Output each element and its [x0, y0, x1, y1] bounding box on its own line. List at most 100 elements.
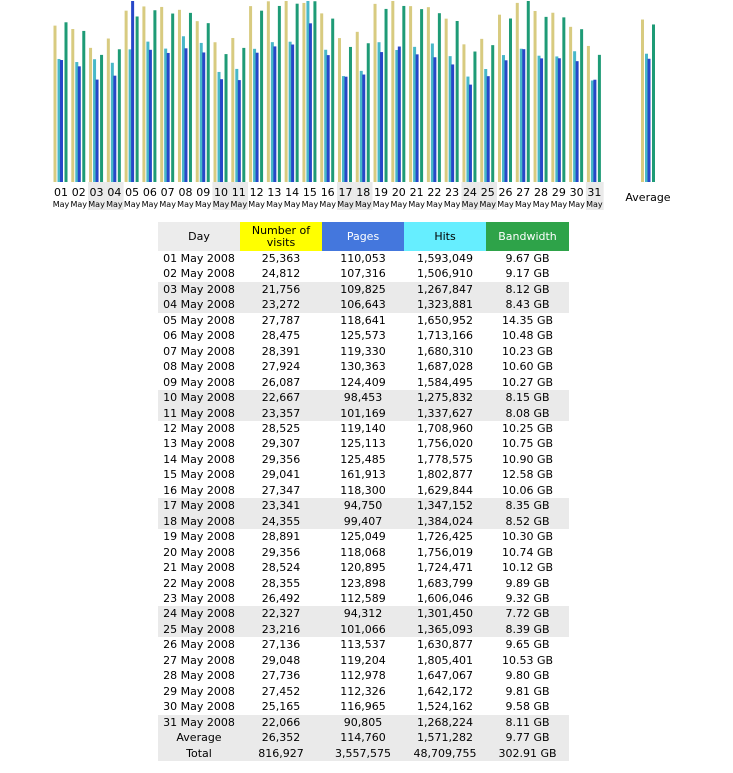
x-tick-sublabel: May — [533, 200, 550, 209]
day-cell: 21 May 2008 — [163, 561, 235, 575]
x-tick-label: 25 — [481, 186, 495, 199]
bandwidth-bar — [220, 79, 224, 182]
bandwidth-bar — [415, 54, 419, 183]
table-row: 03 May 2008 21,756 109,825 1,267,847 8.12 GB — [158, 281, 569, 298]
hits-cell: 1,337,627 — [404, 405, 486, 421]
pages-cell: 119,204 — [340, 653, 386, 667]
visits-bar — [177, 9, 181, 182]
pages-cell: 130,363 — [340, 360, 386, 374]
visits-cell: 28,475 — [261, 329, 301, 343]
table-row: 14 May 2008 29,356 125,485 1,778,575 10.90 G… — [158, 452, 569, 467]
hits-cell: 1,756,019 — [417, 545, 473, 559]
hits-cell: 1,629,844 — [417, 483, 473, 497]
table-row: 29 May 2008 27,452 112,326 1,642,172 9.81 GB — [158, 684, 569, 699]
visits-cell: 24,355 — [240, 513, 322, 530]
visits-bar — [266, 1, 270, 182]
visits-bar — [124, 10, 128, 183]
x-tick-label: 23 — [445, 186, 459, 199]
hits-bar — [437, 13, 441, 182]
visits-cell: 21,756 — [240, 281, 322, 298]
hits-cell: 1,365,093 — [404, 621, 486, 638]
pages-cell: 125,113 — [340, 437, 386, 451]
bandwidth-bar — [647, 58, 651, 182]
pages-cell: 112,978 — [340, 669, 386, 683]
visits-bar — [195, 21, 199, 183]
bandwidth-bar — [291, 44, 295, 182]
visits-bar — [231, 37, 235, 182]
hits-cell: 1,584,495 — [417, 375, 473, 389]
visits-cell: 29,041 — [261, 468, 301, 482]
x-tick-label: 19 — [374, 186, 388, 199]
bandwidth-bar — [380, 52, 384, 183]
hits-bar — [224, 54, 228, 183]
pages-cell: 124,409 — [340, 375, 386, 389]
hits-cell: 1,805,401 — [417, 653, 473, 667]
day-cell: 31 May 2008 — [158, 714, 240, 731]
pages-bar — [146, 41, 150, 182]
weekend-shade — [479, 182, 497, 210]
pages-bar — [341, 76, 345, 182]
day-cell: 20 May 2008 — [163, 545, 235, 559]
hits-bar — [260, 10, 264, 182]
hits-bar — [331, 18, 335, 183]
bandwidth-cell: 10.48 GB — [501, 329, 554, 343]
visits-bar — [89, 47, 93, 182]
x-tick-label: 13 — [267, 186, 281, 199]
bandwidth-bar — [237, 80, 241, 182]
pages-cell: 125,573 — [340, 329, 386, 343]
bandwidth-bar — [522, 49, 526, 182]
bandwidth-cell: 9.81 GB — [505, 684, 550, 698]
pages-bar — [466, 76, 470, 182]
bandwidth-bar — [468, 84, 472, 182]
bandwidth-cell: 10.53 GB — [501, 653, 554, 667]
x-tick-sublabel: May — [479, 200, 496, 209]
pages-bar — [537, 55, 541, 182]
x-tick-sublabel: May — [355, 200, 372, 209]
visits-bar — [498, 14, 501, 182]
day-cell: 14 May 2008 — [163, 452, 235, 466]
bandwidth-bar — [148, 49, 152, 183]
day-cell: 12 May 2008 — [163, 421, 235, 435]
x-tick-sublabel: May — [586, 200, 603, 209]
visits-bar — [53, 25, 57, 183]
bandwidth-cell: 9.67 GB — [505, 252, 550, 265]
x-tick-label: 03 — [90, 186, 104, 199]
visits-cell: 27,787 — [261, 313, 301, 327]
weekend-shade — [230, 182, 249, 210]
table-row: 31 May 2008 22,066 90,805 1,268,224 8.11 GB — [158, 714, 569, 731]
table-row: 05 May 2008 27,787 118,641 1,650,952 14.35 G… — [158, 313, 569, 328]
table-row: 04 May 2008 23,272 106,643 1,323,881 8.43 GB — [158, 297, 569, 313]
visits-cell: 29,307 — [261, 437, 301, 451]
hits-cell: 1,506,910 — [417, 267, 473, 281]
hits-cell: 1,680,310 — [417, 344, 473, 358]
pages-bar — [573, 51, 577, 183]
x-tick-sublabel: May — [568, 200, 585, 209]
pages-cell: 106,643 — [322, 297, 404, 313]
hits-cell: 1,571,282 — [404, 730, 486, 746]
x-tick-label: 01 — [54, 186, 68, 199]
visits-cell: 23,357 — [240, 405, 322, 421]
bandwidth-bar — [344, 76, 348, 182]
x-tick-sublabel: May — [373, 200, 390, 209]
table-row: 30 May 2008 25,165 116,965 1,524,162 9.58 GB — [158, 699, 569, 714]
visits-cell: 27,452 — [261, 684, 301, 698]
bandwidth-bar — [397, 46, 401, 182]
visits-cell: 22,327 — [240, 606, 322, 622]
pages-bar — [128, 49, 132, 182]
pages-bar — [430, 43, 434, 183]
table-row: 06 May 2008 28,475 125,573 1,713,166 10.48 G… — [158, 328, 569, 343]
visits-cell: 29,356 — [261, 545, 301, 559]
bandwidth-cell: 8.35 GB — [486, 498, 569, 514]
hits-bar — [277, 5, 281, 182]
bandwidth-bar — [433, 57, 437, 182]
visits-bar — [320, 13, 324, 182]
bandwidth-bar — [273, 46, 277, 182]
day-cell: Average — [158, 730, 240, 746]
visits-cell: 27,736 — [261, 669, 301, 683]
table-row: 16 May 2008 27,347 118,300 1,629,844 10.06 G… — [158, 483, 569, 498]
visits-bar — [533, 10, 537, 182]
bandwidth-cell: 12.58 GB — [501, 468, 554, 482]
bandwidth-cell: 9.77 GB — [486, 730, 569, 746]
day-cell: 05 May 2008 — [163, 313, 235, 327]
bandwidth-bar — [593, 79, 597, 182]
